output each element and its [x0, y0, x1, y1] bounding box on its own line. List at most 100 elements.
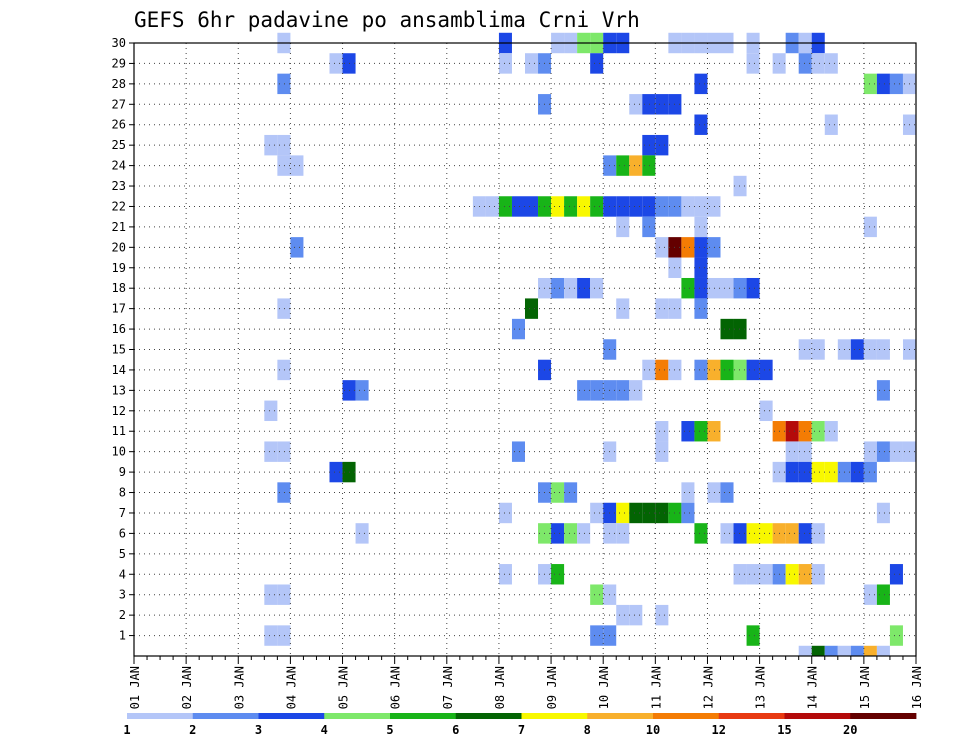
colorbar-legend: 1 2 3 4 5 6 7 8 10 12 15 20	[123, 713, 917, 737]
y-tick-label: 16	[112, 322, 126, 336]
heatmap-cell	[694, 277, 708, 299]
heatmap-cell	[824, 53, 838, 74]
heatmap-cell	[798, 645, 812, 656]
heatmap-cell	[746, 564, 760, 585]
colorbar-label: 2	[189, 723, 196, 737]
heatmap-cell	[642, 216, 656, 238]
y-tick-label: 7	[119, 506, 126, 520]
y-axis-ticks: 1234567891011121314151617181920212223242…	[112, 36, 134, 643]
colorbar-swatch	[258, 713, 325, 719]
colorbar-label: 5	[386, 723, 393, 737]
heatmap-cell	[355, 523, 369, 544]
heatmap-cell	[720, 523, 734, 544]
heatmap-cell	[863, 441, 877, 462]
x-tick-label: 06 JAN	[389, 666, 403, 709]
heatmap-cell	[277, 134, 291, 156]
colorbar-swatch	[521, 713, 588, 719]
heatmap-cell	[798, 461, 812, 483]
heatmap-cell	[629, 94, 643, 115]
heatmap-cell	[564, 196, 578, 217]
heatmap-cell	[759, 564, 773, 585]
chart-title: GEFS 6hr padavine po ansamblima Crni Vrh	[134, 8, 640, 32]
y-tick-label: 13	[112, 383, 126, 397]
heatmap-cell	[694, 257, 708, 278]
heatmap-cell	[733, 359, 747, 381]
heatmap-cell	[616, 196, 630, 217]
heatmap-cell	[733, 277, 747, 299]
heatmap-cell	[655, 134, 669, 156]
heatmap-cell	[811, 564, 825, 585]
heatmap-cell	[785, 461, 799, 483]
heatmap-cell	[264, 584, 278, 605]
y-tick-label: 28	[112, 77, 126, 91]
heatmap-cell	[733, 175, 747, 197]
x-tick-label: 09 JAN	[545, 666, 559, 709]
x-tick-label: 13 JAN	[754, 666, 768, 709]
heatmap-cell	[642, 94, 656, 115]
heatmap-cell	[694, 196, 708, 217]
heatmap-cell	[655, 502, 669, 524]
y-tick-label: 27	[112, 97, 126, 111]
heatmap-cell	[863, 73, 877, 95]
x-tick-label: 07 JAN	[441, 666, 455, 709]
heatmap-cell	[264, 134, 278, 156]
heatmap-cell	[264, 625, 278, 646]
heatmap-cell	[577, 523, 591, 544]
heatmap-cell	[694, 237, 708, 258]
heatmap-cell	[329, 461, 343, 483]
heatmap-cell	[798, 564, 812, 585]
heatmap-cell	[290, 155, 304, 176]
y-tick-label: 19	[112, 261, 126, 275]
heatmap-cell	[889, 441, 903, 462]
y-tick-label: 15	[112, 343, 126, 357]
heatmap-cell	[277, 584, 291, 605]
colorbar-swatch	[455, 713, 522, 719]
heatmap-cell	[564, 482, 578, 503]
heatmap-cell	[290, 237, 304, 258]
heatmap-cell	[277, 441, 291, 462]
heatmap-cell	[355, 380, 369, 401]
heatmap-cell	[590, 380, 604, 401]
heatmap-cell	[850, 645, 864, 656]
heatmap-cell	[824, 645, 838, 656]
heatmap-cell	[733, 523, 747, 544]
heatmap-cell	[681, 421, 695, 442]
heatmap-cell	[551, 564, 565, 585]
x-axis-ticks: 01 JAN 02 JAN 03 JAN 04 JAN 05 JAN 06 JAN 07 J…	[128, 656, 924, 709]
heatmap-cell	[863, 461, 877, 483]
heatmap-cell	[876, 73, 890, 95]
y-tick-label: 23	[112, 179, 126, 193]
heatmap-cell	[629, 196, 643, 217]
y-tick-label: 10	[112, 445, 126, 459]
heatmap-cell	[616, 502, 630, 524]
heatmap-cell	[811, 421, 825, 442]
heatmap-cell	[733, 318, 747, 340]
heatmap-cell	[876, 441, 890, 462]
heatmap-cell	[655, 298, 669, 319]
heatmap-cell	[629, 155, 643, 176]
colorbar-label: 10	[646, 723, 660, 737]
colorbar-swatch	[127, 713, 194, 719]
heatmap-cell	[655, 359, 669, 381]
x-tick-label: 12 JAN	[702, 666, 716, 709]
y-tick-label: 24	[112, 159, 126, 173]
heatmap-cell	[746, 359, 760, 381]
y-tick-label: 21	[112, 220, 126, 234]
heatmap-cell	[681, 277, 695, 299]
heatmap-cell	[798, 339, 812, 360]
heatmap-cell	[642, 502, 656, 524]
heatmap-cell	[746, 625, 760, 646]
heatmap-cell	[629, 604, 643, 626]
heatmap-cell	[837, 645, 851, 656]
heatmap-cell	[694, 298, 708, 319]
heatmap-cell	[590, 53, 604, 74]
heatmap-cell	[785, 523, 799, 544]
heatmap-cell	[681, 502, 695, 524]
heatmap-cell	[655, 94, 669, 115]
heatmap-cell	[707, 421, 721, 442]
y-tick-label: 26	[112, 118, 126, 132]
heatmap-cell	[811, 461, 825, 483]
heatmap-cell	[759, 523, 773, 544]
heatmap-cell	[798, 421, 812, 442]
colorbar-label: 20	[843, 723, 857, 737]
